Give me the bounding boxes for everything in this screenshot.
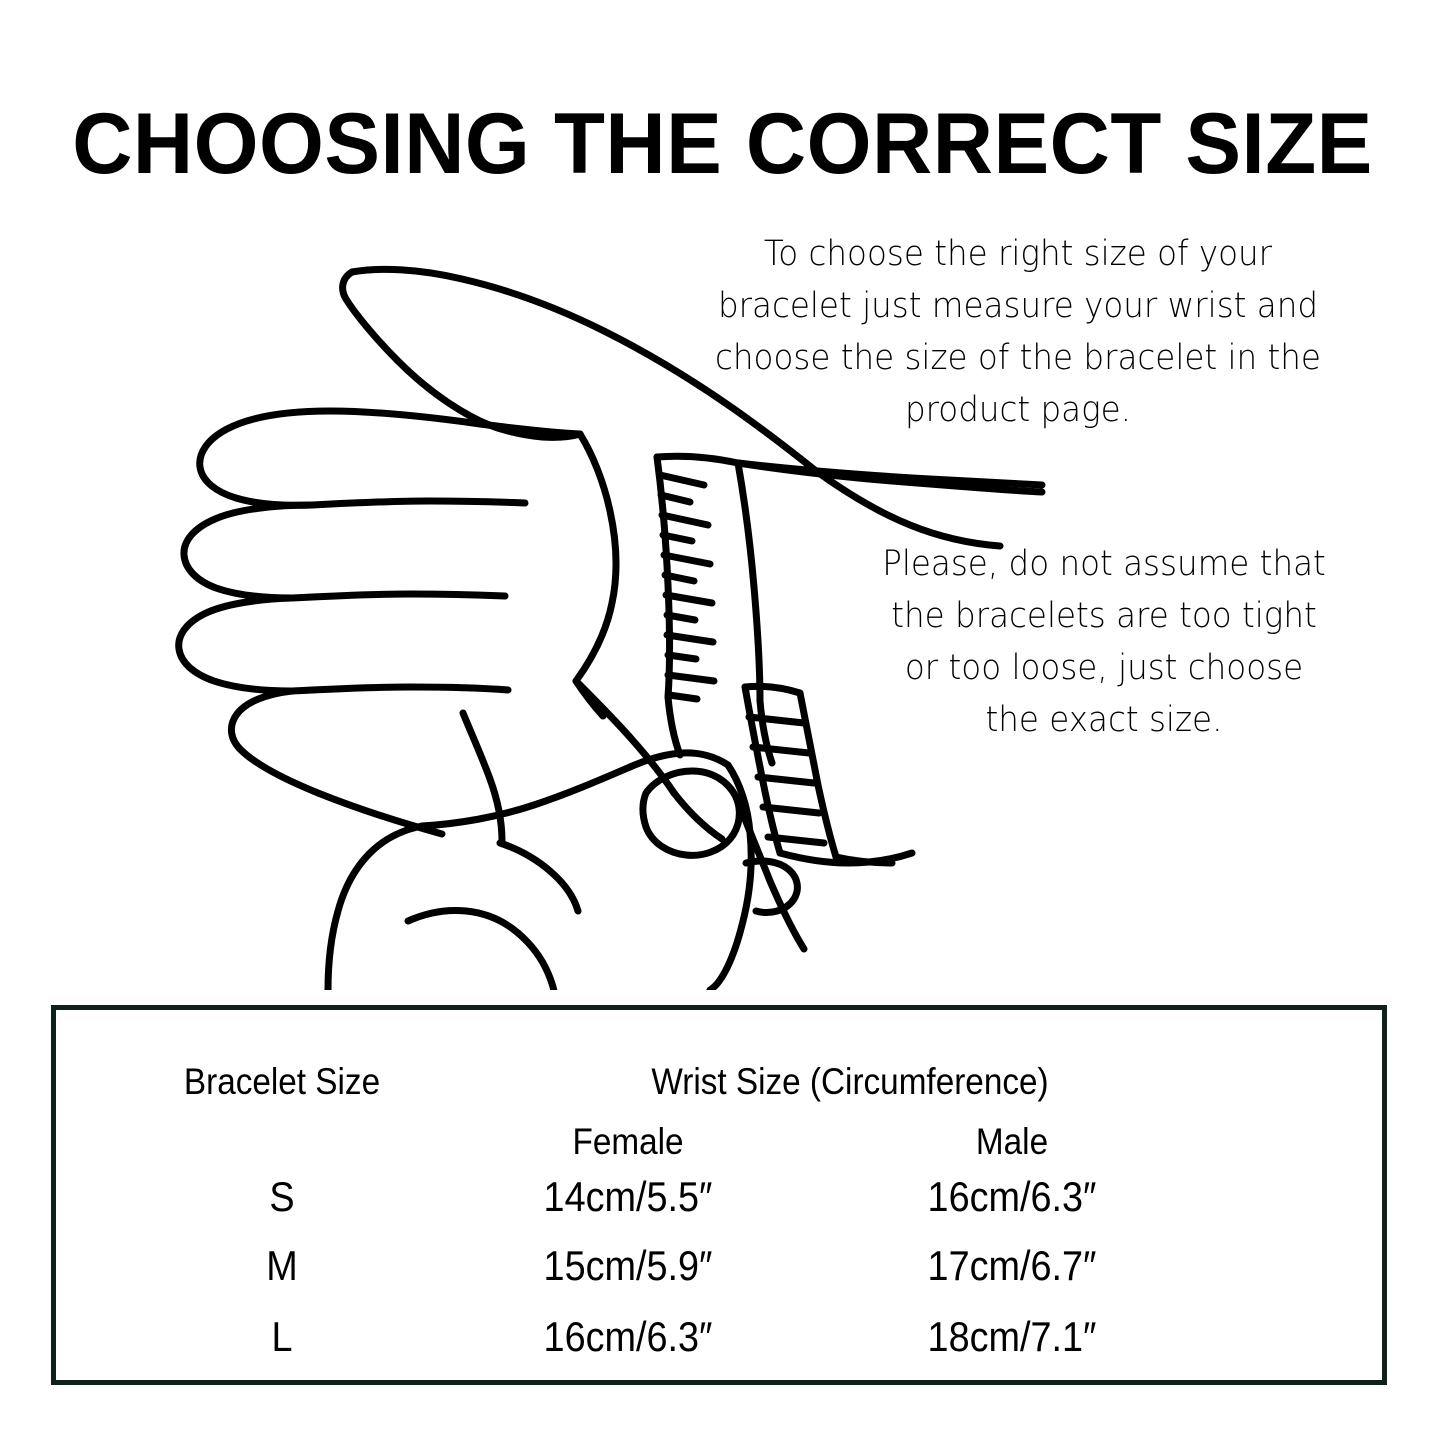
table-header-bracelet-size: Bracelet Size bbox=[183, 1061, 381, 1102]
size-table: Bracelet Size Wrist Size (Circumference)… bbox=[51, 1005, 1387, 1385]
tape-measure bbox=[653, 452, 1046, 867]
intro-paragraph: To choose the right size of your bracele… bbox=[715, 234, 1321, 430]
table-row: 14cm/5.5″ bbox=[543, 1173, 713, 1220]
table-row: 17cm/6.7″ bbox=[927, 1242, 1097, 1289]
table-row: M bbox=[266, 1242, 298, 1289]
forearm-outline bbox=[572, 677, 726, 843]
upper-hand-outline bbox=[175, 265, 1004, 845]
page-title: CHOOSING THE CORRECT SIZE bbox=[72, 96, 1373, 192]
table-row: 16cm/6.3″ bbox=[543, 1313, 713, 1360]
table-row: L bbox=[271, 1313, 293, 1360]
table-row: 15cm/5.9″ bbox=[543, 1242, 713, 1289]
table-header-wrist-size: Wrist Size (Circumference) bbox=[651, 1061, 1049, 1102]
hand-measuring-wrist-illustration bbox=[90, 245, 1070, 990]
table-row: 18cm/7.1″ bbox=[927, 1313, 1097, 1360]
note-paragraph: Please, do not assume that the bracelets… bbox=[882, 544, 1326, 740]
table-row: S bbox=[269, 1173, 295, 1220]
table-row: 16cm/6.3″ bbox=[927, 1173, 1097, 1220]
table-subheader-male: Male bbox=[975, 1121, 1049, 1162]
table-subheader-female: Female bbox=[572, 1121, 684, 1162]
lower-hand-outline bbox=[324, 749, 808, 990]
